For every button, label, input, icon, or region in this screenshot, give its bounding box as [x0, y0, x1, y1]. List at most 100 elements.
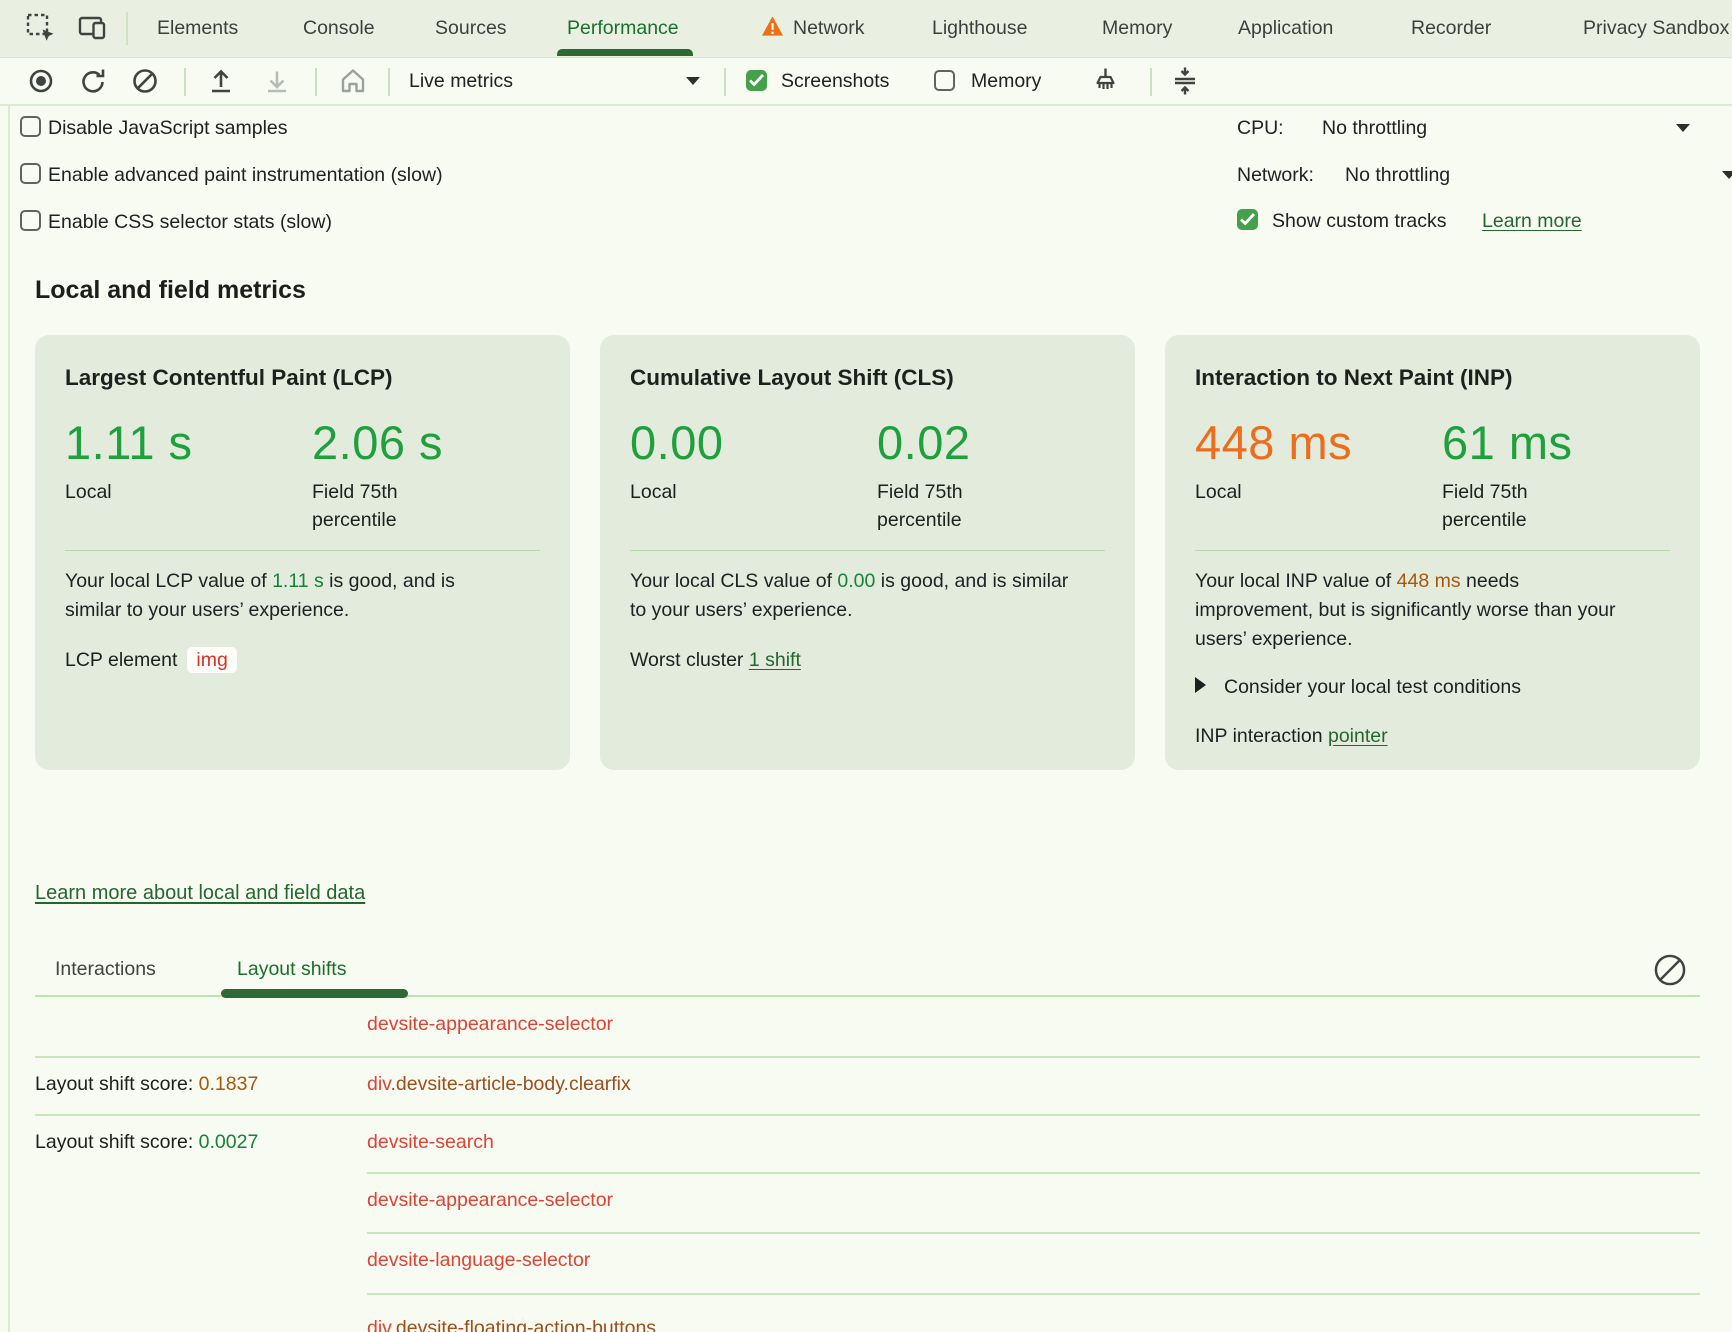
memory-checkbox[interactable] — [934, 70, 955, 91]
download-profile-icon[interactable] — [260, 64, 294, 98]
inp-interaction-link[interactable]: pointer — [1327, 725, 1388, 747]
cls-description: Your local CLS value of 0.00 is good, an… — [630, 567, 1075, 625]
tab-performance[interactable]: Performance — [557, 0, 693, 56]
inp-interaction-label: INP interaction — [1195, 725, 1323, 747]
tab-memory[interactable]: Memory — [1102, 17, 1173, 39]
cls-field-label: Field 75th percentile — [877, 481, 963, 531]
toolbar-divider — [388, 68, 390, 96]
advanced-paint-checkbox[interactable] — [20, 163, 41, 184]
local-test-conditions-disclosure[interactable]: Consider your local test conditions — [1195, 676, 1670, 699]
screenshots-label[interactable]: Screenshots — [781, 70, 890, 92]
inp-description: Your local INP value of 448 ms needs imp… — [1195, 567, 1640, 654]
lcp-field-label: Field 75th percentile — [312, 481, 398, 531]
css-selector-stats-label: Enable CSS selector stats (slow) — [48, 211, 332, 233]
lcp-element-label: LCP element — [65, 649, 178, 671]
inp-card: Interaction to Next Paint (INP) 448 ms L… — [1165, 335, 1700, 770]
tab-lighthouse[interactable]: Lighthouse — [932, 17, 1028, 39]
tab-console[interactable]: Console — [303, 17, 375, 39]
memory-label[interactable]: Memory — [971, 70, 1042, 92]
tab-layout-shifts[interactable]: Layout shifts — [237, 958, 347, 980]
inp-field-value: 61 ms — [1442, 416, 1573, 469]
disable-js-samples-label: Disable JavaScript samples — [48, 117, 288, 139]
devtools-tabbar: Elements Console Sources Performance Net… — [0, 0, 1732, 58]
inp-card-title: Interaction to Next Paint (INP) — [1195, 365, 1513, 390]
cls-card: Cumulative Layout Shift (CLS) 0.00 Local… — [600, 335, 1135, 770]
node-tag: div — [367, 1073, 391, 1095]
row-separator — [367, 1293, 1700, 1295]
node-link[interactable]: devsite-appearance-selector — [367, 1013, 613, 1036]
chevron-down-icon[interactable] — [686, 77, 700, 85]
cls-local-value: 0.00 — [630, 416, 724, 469]
node-classes: .devsite-article-body.clearfix — [390, 1073, 631, 1095]
layout-shift-row: Layout shift score: 0.1837 div.devsite-a… — [0, 1058, 1732, 1116]
clear-icon[interactable] — [128, 64, 162, 98]
tab-network[interactable]: Network — [761, 0, 865, 56]
chevron-down-icon[interactable] — [1676, 124, 1690, 132]
tab-interactions[interactable]: Interactions — [55, 958, 156, 980]
node-classes: .devsite-floating-action-buttons — [390, 1317, 657, 1332]
desc-value: 448 ms — [1396, 570, 1461, 592]
reload-record-icon[interactable] — [76, 64, 110, 98]
node-link[interactable]: div.devsite-floating-action-buttons — [367, 1317, 656, 1332]
row-separator — [367, 1172, 1700, 1174]
tab-elements[interactable]: Elements — [157, 17, 239, 39]
learn-more-link[interactable]: Learn more — [1482, 210, 1582, 232]
node-link[interactable]: devsite-appearance-selector — [367, 1189, 613, 1212]
toolbar-divider — [1150, 68, 1152, 96]
css-selector-stats-checkbox[interactable] — [20, 210, 41, 231]
tab-network-label: Network — [793, 17, 865, 39]
lcp-card-title: Largest Contentful Paint (LCP) — [65, 365, 393, 390]
worst-cluster-link[interactable]: 1 shift — [748, 649, 801, 671]
network-throttling-select[interactable]: No throttling — [1345, 164, 1451, 186]
node-link[interactable]: div.devsite-article-body.clearfix — [367, 1073, 631, 1096]
score-value: 0.0027 — [198, 1131, 259, 1153]
toolbar-divider — [724, 68, 726, 96]
row-separator — [367, 1232, 1700, 1234]
cls-local-label: Local — [630, 481, 677, 503]
layout-shift-row: devsite-appearance-selector — [0, 1174, 1732, 1232]
lcp-element-node-link[interactable]: img — [187, 647, 237, 673]
worst-cluster-row: Worst cluster 1 shift — [630, 649, 1105, 672]
lcp-local-label: Local — [65, 481, 112, 503]
node-tag: devsite-appearance-selector — [367, 1013, 614, 1035]
network-label: Network: — [1237, 164, 1314, 186]
cls-field-value: 0.02 — [877, 416, 971, 469]
row-separator — [35, 1056, 1700, 1058]
chevron-down-icon[interactable] — [1722, 171, 1732, 179]
live-metrics-dropdown[interactable]: Live metrics — [409, 70, 514, 92]
desc-text: needs improvement, but is significantly … — [1195, 570, 1616, 650]
tab-application[interactable]: Application — [1238, 17, 1334, 39]
lcp-card: Largest Contentful Paint (LCP) 1.11 s Lo… — [35, 335, 570, 770]
show-custom-tracks-checkbox[interactable] — [1237, 209, 1258, 230]
node-link[interactable]: devsite-language-selector — [367, 1249, 590, 1272]
layout-shift-row: Layout shift score: 0.0027 devsite-searc… — [0, 1116, 1732, 1174]
layout-shift-score: Layout shift score: 0.1837 — [35, 1073, 258, 1096]
show-custom-tracks-label: Show custom tracks — [1272, 210, 1447, 232]
desc-value: 1.11 s — [272, 570, 324, 592]
learn-more-field-data-link[interactable]: Learn more about local and field data — [35, 882, 366, 904]
node-link[interactable]: devsite-search — [367, 1131, 494, 1154]
card-divider — [65, 550, 540, 551]
clear-log-icon[interactable] — [1652, 952, 1688, 988]
log-tab-underline — [35, 995, 1700, 997]
inspect-element-icon[interactable] — [24, 11, 58, 50]
inp-local-value: 448 ms — [1195, 416, 1353, 469]
tab-privacy-sandbox[interactable]: Privacy Sandbox — [1583, 17, 1730, 39]
lcp-field-value: 2.06 s — [312, 416, 444, 469]
tab-recorder[interactable]: Recorder — [1411, 17, 1492, 39]
performance-toolbar: Live metrics Screenshots Memory — [0, 58, 1732, 106]
disable-js-samples-checkbox[interactable] — [20, 116, 41, 137]
tab-sources[interactable]: Sources — [435, 17, 507, 39]
device-toolbar-icon[interactable] — [76, 11, 110, 50]
compress-tracks-icon[interactable] — [1168, 64, 1202, 98]
collect-garbage-icon[interactable] — [1088, 64, 1122, 98]
triangle-right-icon — [1195, 677, 1206, 693]
node-tag: devsite-search — [367, 1131, 494, 1153]
home-icon[interactable] — [336, 64, 370, 98]
upload-profile-icon[interactable] — [204, 64, 238, 98]
record-icon[interactable] — [24, 64, 58, 98]
cpu-throttling-select[interactable]: No throttling — [1322, 117, 1428, 139]
score-label: Layout shift score: — [35, 1131, 199, 1153]
screenshots-checkbox[interactable] — [746, 70, 767, 91]
